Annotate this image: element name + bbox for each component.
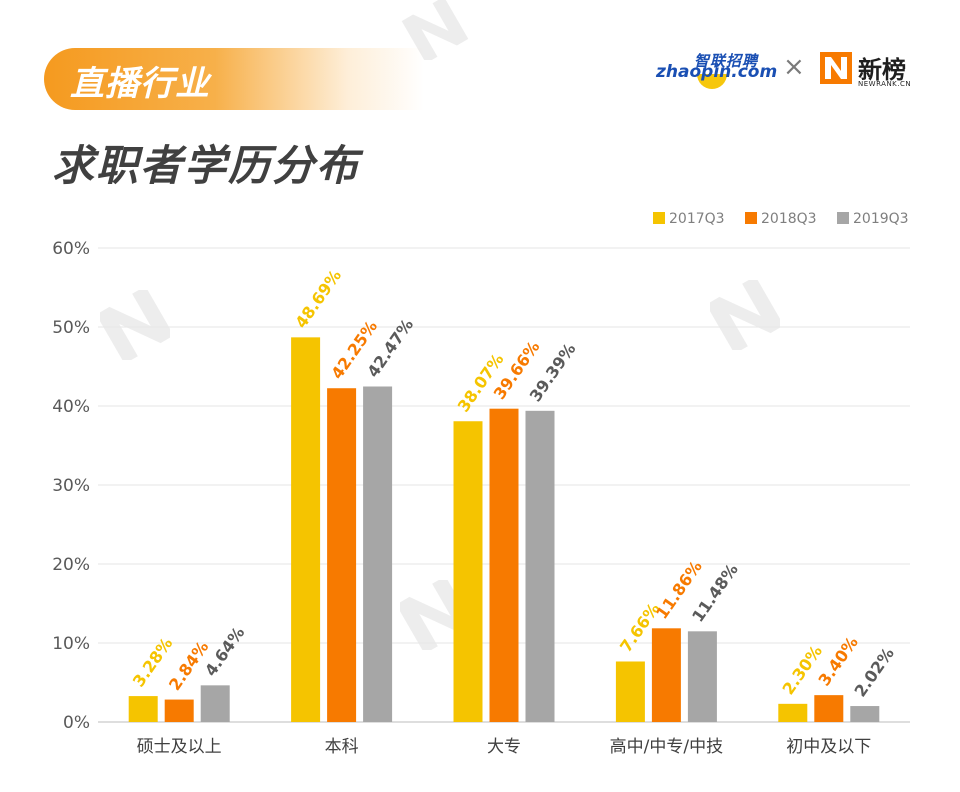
- bar: [164, 699, 194, 722]
- bar: [489, 408, 519, 722]
- y-tick-label: 10%: [52, 634, 90, 654]
- x-tick-label: 本科: [325, 737, 359, 757]
- legend-swatch: [837, 212, 849, 224]
- bar: [200, 685, 230, 722]
- y-tick-label: 20%: [52, 555, 90, 575]
- data-label: 48.69%: [291, 266, 345, 331]
- newrank-logo-cn: 新榜: [858, 56, 906, 84]
- zhaopin-logo-mark: [697, 74, 727, 89]
- x-tick-label: 大专: [487, 737, 521, 757]
- newrank-logo-en: NEWRANK.CN: [858, 80, 912, 88]
- legend-label: 2019Q3: [853, 211, 909, 227]
- bar: [291, 337, 321, 722]
- page-title: 求职者学历分布: [52, 141, 361, 190]
- zhaopin-logo-cn: 智联招聘: [694, 52, 759, 70]
- bar: [128, 696, 158, 722]
- data-label: 2.30%: [779, 642, 826, 698]
- newrank-logo-icon: [820, 52, 852, 84]
- watermark-icon: [100, 290, 170, 360]
- bar: [651, 628, 681, 722]
- y-tick-label: 40%: [52, 397, 90, 417]
- y-tick-label: 0%: [63, 713, 90, 733]
- y-tick-label: 50%: [52, 318, 90, 338]
- bar: [453, 421, 483, 722]
- legend-label: 2018Q3: [761, 211, 817, 227]
- bar: [615, 661, 645, 722]
- x-tick-label: 高中/中专/中技: [610, 737, 723, 757]
- legend-label: 2017Q3: [669, 211, 725, 227]
- bar: [327, 388, 357, 722]
- title-banner: [44, 48, 424, 110]
- legend-swatch: [653, 212, 665, 224]
- watermark-icon: [401, 0, 469, 60]
- banner-label: 直播行业: [70, 64, 210, 104]
- legend-swatch: [745, 212, 757, 224]
- times-icon: ×: [783, 52, 805, 82]
- bar: [778, 703, 808, 722]
- bar: [525, 410, 555, 722]
- data-label: 2.02%: [851, 644, 898, 700]
- x-tick-label: 初中及以下: [786, 737, 871, 757]
- bar: [850, 706, 880, 722]
- x-tick-label: 硕士及以上: [137, 737, 222, 757]
- y-tick-label: 60%: [52, 239, 90, 259]
- bar: [687, 631, 717, 722]
- bar: [363, 386, 393, 722]
- zhaopin-logo-en: zhaopin.com: [656, 62, 778, 82]
- data-label: 3.40%: [815, 633, 862, 689]
- watermark-icon: [710, 280, 780, 350]
- bar: [814, 695, 844, 722]
- y-tick-label: 30%: [52, 476, 90, 496]
